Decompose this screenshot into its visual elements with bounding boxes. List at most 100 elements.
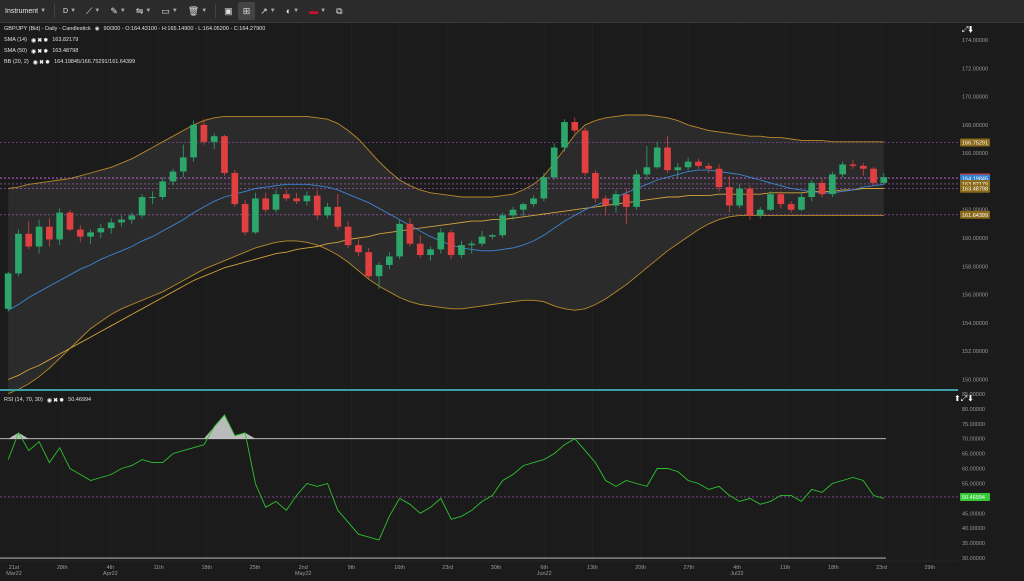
- candle-body[interactable]: [46, 226, 53, 240]
- candle-body[interactable]: [334, 206, 342, 227]
- move-down-icon[interactable]: ⬇: [968, 25, 974, 34]
- candle-body[interactable]: [561, 122, 568, 148]
- candle-body[interactable]: [87, 232, 94, 237]
- expand-icon[interactable]: ⤢: [960, 394, 968, 403]
- candle-body[interactable]: [56, 212, 64, 240]
- candle-body[interactable]: [324, 206, 331, 216]
- candle-body[interactable]: [643, 167, 651, 175]
- candle-body[interactable]: [519, 204, 527, 210]
- candle-body[interactable]: [4, 273, 12, 309]
- eye-icon[interactable]: ◉: [30, 48, 37, 55]
- layout-button[interactable]: ▣: [219, 2, 238, 20]
- popout-button[interactable]: ⧉: [331, 2, 347, 20]
- candle-body[interactable]: [15, 233, 22, 274]
- candle-body[interactable]: [252, 198, 259, 233]
- candle-body[interactable]: [725, 187, 733, 206]
- candle-body[interactable]: [550, 147, 558, 178]
- candle-body[interactable]: [808, 182, 816, 198]
- instrument-dropdown[interactable]: Instrument ▼: [0, 2, 51, 20]
- candle-body[interactable]: [396, 223, 403, 257]
- candle-body[interactable]: [859, 165, 867, 169]
- candle-body[interactable]: [839, 164, 846, 175]
- candle-body[interactable]: [200, 124, 208, 142]
- candle-body[interactable]: [478, 236, 486, 244]
- candle-body[interactable]: [221, 136, 228, 173]
- candle-body[interactable]: [416, 243, 424, 256]
- candle-body[interactable]: [540, 177, 548, 199]
- eye-icon[interactable]: ◉: [32, 59, 39, 66]
- candle-body[interactable]: [128, 215, 136, 220]
- candle-body[interactable]: [107, 222, 115, 229]
- grid-button[interactable]: ⊞: [237, 2, 256, 20]
- candle-body[interactable]: [190, 124, 197, 158]
- candle-body[interactable]: [653, 147, 661, 168]
- candle-body[interactable]: [777, 194, 785, 205]
- candle-body[interactable]: [210, 136, 218, 142]
- candle-body[interactable]: [159, 181, 167, 198]
- eye-icon[interactable]: ◉: [46, 397, 53, 404]
- candle-body[interactable]: [66, 212, 74, 230]
- candle-body[interactable]: [149, 197, 156, 199]
- candle-body[interactable]: [375, 264, 383, 277]
- candle-body[interactable]: [179, 157, 187, 172]
- candle-body[interactable]: [592, 172, 599, 199]
- gear-icon[interactable]: ✹: [59, 397, 65, 404]
- close-icon[interactable]: ✖: [37, 48, 43, 55]
- delete-dropdown[interactable]: 🗑 ▼: [183, 2, 212, 20]
- candle-body[interactable]: [828, 174, 836, 195]
- gear-icon[interactable]: ✹: [45, 59, 51, 66]
- locale-dropdown[interactable]: ▬ ▼: [304, 2, 331, 20]
- chart-svg[interactable]: 174.00000 172.00000 170.00000 168.00000 166.…: [0, 23, 1024, 577]
- candle-body[interactable]: [365, 252, 373, 277]
- eye-icon[interactable]: ◉: [30, 37, 37, 44]
- candle-body[interactable]: [231, 172, 239, 205]
- candle-body[interactable]: [571, 122, 579, 131]
- candle-body[interactable]: [818, 182, 826, 195]
- candle-body[interactable]: [684, 161, 692, 168]
- candle-body[interactable]: [169, 171, 177, 182]
- candle-body[interactable]: [633, 174, 640, 207]
- candle-body[interactable]: [282, 194, 290, 199]
- panel-separator[interactable]: [0, 389, 986, 391]
- candle-body[interactable]: [746, 188, 754, 216]
- close-icon[interactable]: ✖: [39, 59, 45, 66]
- candle-body[interactable]: [756, 209, 764, 216]
- visibility-eye-icon[interactable]: ◉: [94, 26, 100, 32]
- candle-body[interactable]: [437, 232, 445, 250]
- candle-body[interactable]: [76, 229, 84, 237]
- candle-body[interactable]: [262, 198, 270, 210]
- candle-body[interactable]: [447, 232, 455, 256]
- candle-body[interactable]: [530, 198, 537, 205]
- candle-body[interactable]: [736, 188, 743, 206]
- chart-area[interactable]: 174.00000 172.00000 170.00000 168.00000 166.…: [0, 23, 1024, 577]
- candle-body[interactable]: [406, 223, 414, 244]
- period-dropdown[interactable]: D ▼: [58, 2, 81, 20]
- candle-body[interactable]: [138, 197, 146, 216]
- candle-body[interactable]: [612, 194, 620, 206]
- candle-body[interactable]: [581, 130, 589, 173]
- candle-body[interactable]: [499, 215, 507, 236]
- candle-body[interactable]: [509, 209, 517, 216]
- line-tool-dropdown[interactable]: ⟋ ▼: [81, 2, 105, 20]
- candle-body[interactable]: [880, 177, 888, 183]
- crosshair-tool-dropdown[interactable]: ⇋ ▼: [131, 2, 157, 20]
- candle-body[interactable]: [313, 195, 321, 216]
- candle-body[interactable]: [118, 219, 125, 223]
- candle-body[interactable]: [427, 249, 434, 256]
- candle-body[interactable]: [272, 194, 280, 210]
- candle-body[interactable]: [602, 198, 610, 206]
- candle-body[interactable]: [97, 228, 105, 233]
- pen-tool-dropdown[interactable]: ✎ ▼: [105, 2, 131, 20]
- move-down-icon[interactable]: ⬇: [967, 394, 974, 403]
- quick-trade-dropdown[interactable]: ◐ ▼: [281, 2, 304, 20]
- candle-body[interactable]: [293, 198, 300, 202]
- candle-body[interactable]: [798, 197, 805, 210]
- candle-body[interactable]: [468, 243, 476, 246]
- candle-body[interactable]: [241, 204, 249, 233]
- candle-body[interactable]: [35, 226, 43, 247]
- gear-icon[interactable]: ✹: [43, 37, 49, 44]
- candle-body[interactable]: [787, 204, 795, 210]
- candle-body[interactable]: [674, 167, 682, 171]
- close-icon[interactable]: ✖: [37, 37, 43, 44]
- share-dropdown[interactable]: ↗ ▼: [255, 2, 281, 20]
